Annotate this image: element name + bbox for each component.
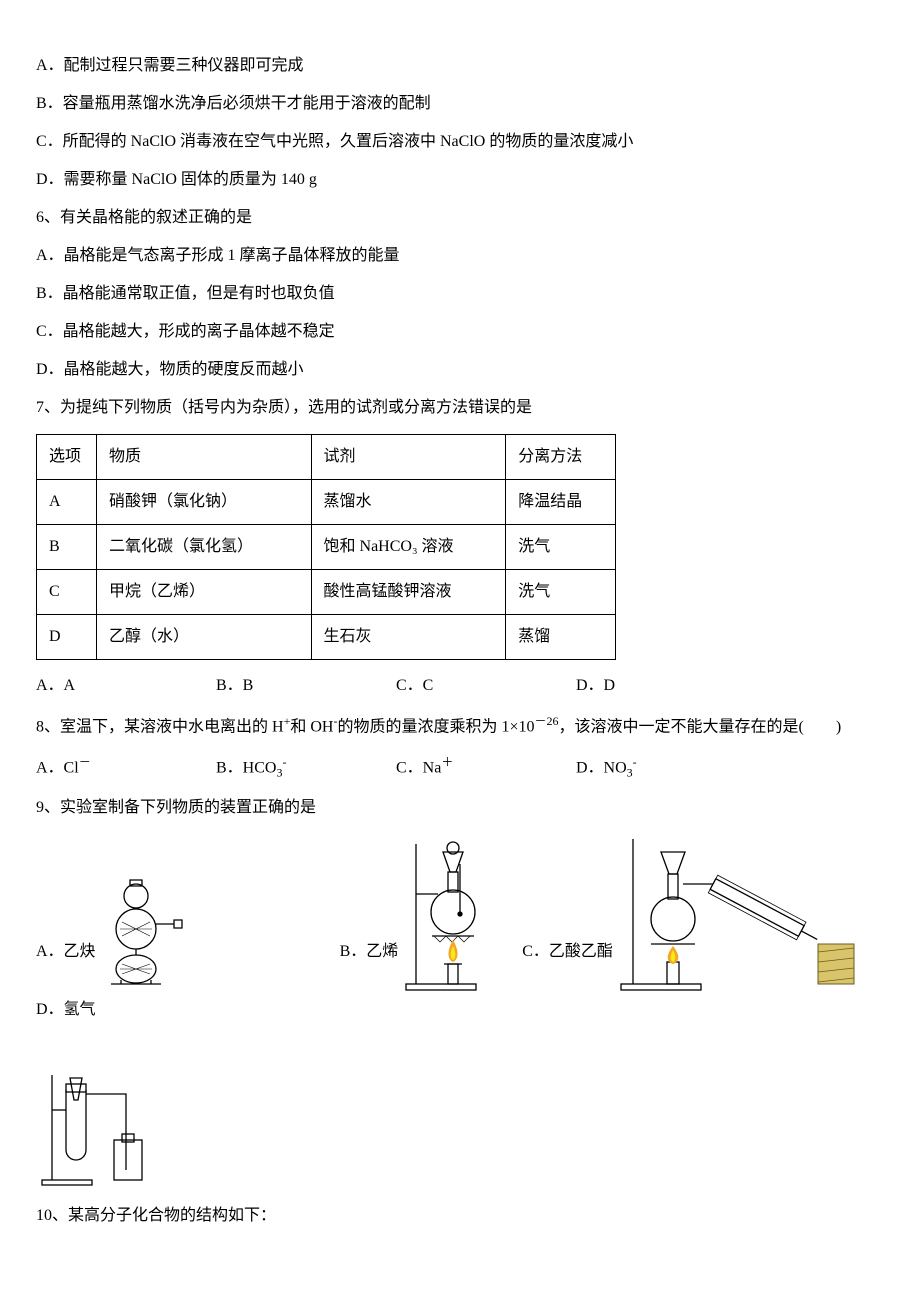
- q9-item-B: B．乙烯: [340, 834, 509, 994]
- q8-stem-pre: 8、室温下，某溶液中水电离出的 H: [36, 718, 284, 735]
- q6-stem: 6、有关晶格能的叙述正确的是: [36, 206, 884, 230]
- q7-h2: 试剂: [311, 435, 506, 480]
- q5-optA: A．配制过程只需要三种仪器即可完成: [36, 54, 884, 78]
- q8-optA: A．Cl－: [36, 753, 216, 782]
- q7-cell: D: [37, 615, 97, 660]
- table-row: B 二氧化碳（氯化氢） 饱和 NaHCO₃ 溶液 洗气: [37, 525, 616, 570]
- q7-optB: B．B: [216, 674, 396, 698]
- q7-cell: 二氧化碳（氯化氢）: [96, 525, 311, 570]
- q8-options: A．Cl－ B．HCO3- C．Na＋ D．NO3-: [36, 753, 884, 782]
- q9-stem: 9、实验室制备下列物质的装置正确的是: [36, 796, 884, 820]
- q7-options: A．A B．B C．C D．D: [36, 674, 884, 698]
- q7-h3: 分离方法: [506, 435, 616, 480]
- table-row: A 硝酸钾（氯化钠） 蒸馏水 降温结晶: [37, 480, 616, 525]
- sup-exp: －26: [535, 714, 559, 728]
- apparatus-distillation-icon: [613, 834, 863, 994]
- q7-table: 选项 物质 试剂 分离方法 A 硝酸钾（氯化钠） 蒸馏水 降温结晶 B 二氧化碳…: [36, 434, 616, 660]
- q9-item-C: C．乙酸乙酯: [522, 834, 863, 994]
- q6-optB: B．晶格能通常取正值，但是有时也取负值: [36, 282, 884, 306]
- q9-item-A: A．乙炔: [36, 874, 206, 994]
- q8-optA-pre: A．Cl: [36, 760, 79, 777]
- q7-cell: 蒸馏: [506, 615, 616, 660]
- sup-minus: －: [79, 755, 91, 769]
- q8-optC-pre: C．Na: [396, 760, 441, 777]
- q5-optB: B．容量瓶用蒸馏水洗净后必须烘干才能用于溶液的配制: [36, 92, 884, 116]
- sup-minus: -: [633, 755, 637, 769]
- q7-cell: 生石灰: [311, 615, 506, 660]
- q9-optB-label: B．乙烯: [340, 940, 399, 994]
- q5-optD: D．需要称量 NaClO 固体的质量为 140 g: [36, 168, 884, 192]
- table-row: C 甲烷（乙烯） 酸性高锰酸钾溶液 洗气: [37, 570, 616, 615]
- q7-header-row: 选项 物质 试剂 分离方法: [37, 435, 616, 480]
- q7-cell: 甲烷（乙烯）: [96, 570, 311, 615]
- q7-h1: 物质: [96, 435, 311, 480]
- apparatus-gas-collection-icon: [36, 1070, 176, 1190]
- q7-cell: A: [37, 480, 97, 525]
- q9-row1: A．乙炔: [36, 834, 884, 1052]
- q7-optC: C．C: [396, 674, 576, 698]
- q8-optB-pre: B．HCO: [216, 760, 276, 777]
- q6-optA: A．晶格能是气态离子形成 1 摩离子晶体释放的能量: [36, 244, 884, 268]
- q6-optC: C．晶格能越大，形成的离子晶体越不稳定: [36, 320, 884, 344]
- q8-optC: C．Na＋: [396, 753, 576, 782]
- q10-stem: 10、某高分子化合物的结构如下：: [36, 1204, 884, 1228]
- q9-optD-label: D．氢气: [36, 998, 96, 1052]
- q7-cell: C: [37, 570, 97, 615]
- q8-stem: 8、室温下，某溶液中水电离出的 H+和 OH-的物质的量浓度乘积为 1×10－2…: [36, 712, 884, 739]
- q7-cell: 硝酸钾（氯化钠）: [96, 480, 311, 525]
- q6-optD: D．晶格能越大，物质的硬度反而越小: [36, 358, 884, 382]
- q8-stem-mid2: 的物质的量浓度乘积为 1×10: [337, 718, 534, 735]
- q9-optC-label: C．乙酸乙酯: [522, 940, 613, 994]
- q7-cell: 乙醇（水）: [96, 615, 311, 660]
- sup-plus: ＋: [441, 755, 453, 769]
- q7-stem: 7、为提纯下列物质（括号内为杂质），选用的试剂或分离方法错误的是: [36, 396, 884, 420]
- q7-cell: B: [37, 525, 97, 570]
- q8-optD-pre: D．NO: [576, 760, 627, 777]
- q8-optD: D．NO3-: [576, 753, 884, 782]
- q9-optA-label: A．乙炔: [36, 940, 96, 994]
- q7-optA: A．A: [36, 674, 216, 698]
- q7-cell: 洗气: [506, 570, 616, 615]
- q8-optB: B．HCO3-: [216, 753, 396, 782]
- q7-cell: 酸性高锰酸钾溶液: [311, 570, 506, 615]
- q8-stem-post: ，该溶液中一定不能大量存在的是( ): [559, 718, 842, 735]
- q9-row2: [36, 1070, 884, 1190]
- apparatus-flask-heated-icon: [398, 834, 508, 994]
- q7-cell: 洗气: [506, 525, 616, 570]
- table-row: D 乙醇（水） 生石灰 蒸馏: [37, 615, 616, 660]
- q7-h0: 选项: [37, 435, 97, 480]
- apparatus-kipp-icon: [96, 874, 206, 994]
- q7-optD: D．D: [576, 674, 884, 698]
- sup-minus: -: [282, 755, 286, 769]
- q9-item-D-label: D．氢气: [36, 998, 96, 1052]
- q7-cell: 饱和 NaHCO₃ 溶液: [311, 525, 506, 570]
- q5-optC: C．所配得的 NaClO 消毒液在空气中光照，久置后溶液中 NaClO 的物质的…: [36, 130, 884, 154]
- q7-cell: 蒸馏水: [311, 480, 506, 525]
- q8-stem-mid1: 和 OH: [290, 718, 333, 735]
- q7-cell: 降温结晶: [506, 480, 616, 525]
